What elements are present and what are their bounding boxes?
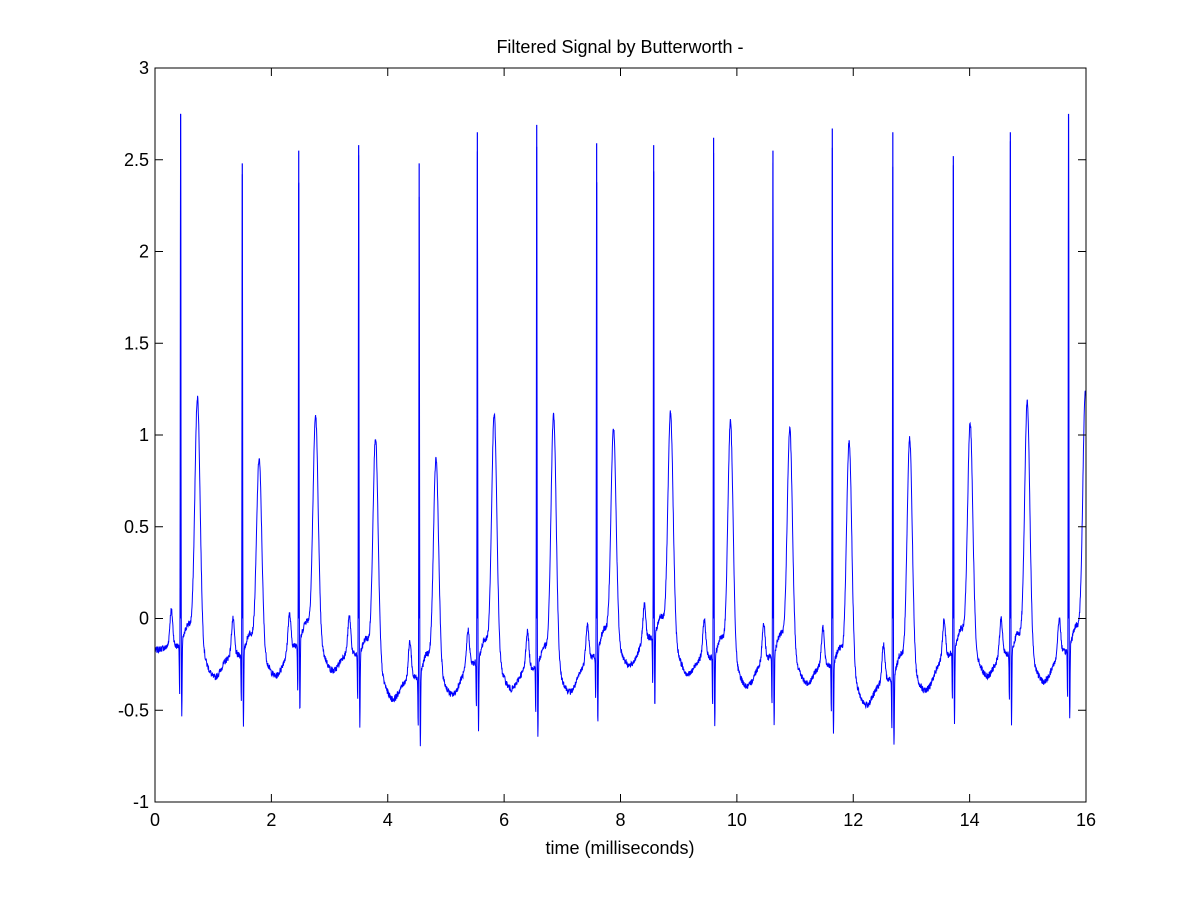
- x-tick-label: 12: [843, 810, 863, 830]
- y-tick-label: 3: [139, 58, 149, 78]
- y-tick-label: 2.5: [124, 150, 149, 170]
- x-tick-label: 14: [960, 810, 980, 830]
- x-tick-label: 8: [615, 810, 625, 830]
- y-tick-label: 1.5: [124, 333, 149, 353]
- x-tick-label: 0: [150, 810, 160, 830]
- y-tick-label: 0: [139, 609, 149, 629]
- y-tick-label: -0.5: [118, 700, 149, 720]
- x-tick-label: 10: [727, 810, 747, 830]
- ticks-layer: 0 2 4 6 8 10 12 14 16 -1 -0.5 0 0.5 1 1.5 2 2.5 3: [118, 58, 1096, 830]
- x-tick-label: 2: [266, 810, 276, 830]
- y-tick-label: -1: [133, 792, 149, 812]
- x-tick-label: 16: [1076, 810, 1096, 830]
- y-tick-label: 1: [139, 425, 149, 445]
- y-tick-label: 0.5: [124, 517, 149, 537]
- signal-line: [154, 113, 1087, 747]
- axes-background: [155, 68, 1086, 802]
- signal-layer: [154, 113, 1087, 747]
- chart-title: Filtered Signal by Butterworth -: [496, 37, 743, 57]
- y-tick-label: 2: [139, 242, 149, 262]
- x-tick-label: 6: [499, 810, 509, 830]
- axes-box: [154, 67, 1087, 803]
- x-tick-label: 4: [383, 810, 393, 830]
- x-axis-label: time (milliseconds): [545, 838, 694, 858]
